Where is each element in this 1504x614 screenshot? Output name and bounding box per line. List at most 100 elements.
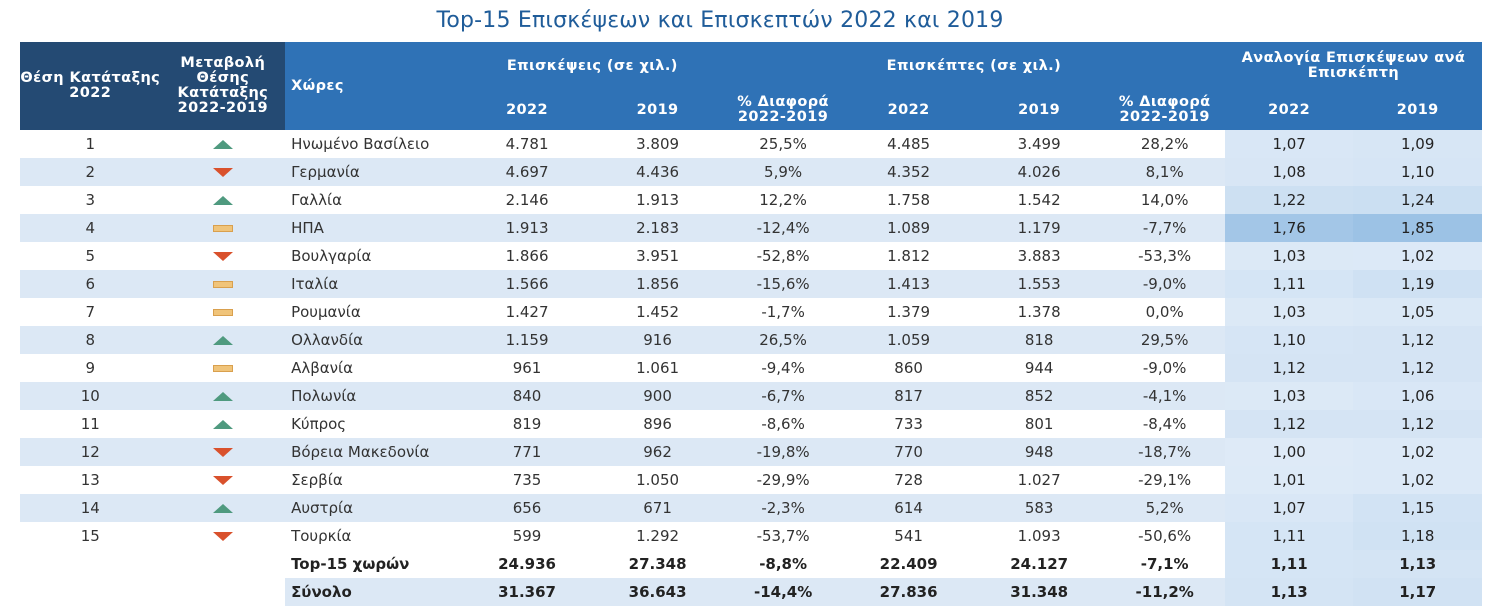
p22-cell: 1.758 bbox=[887, 191, 931, 209]
r22-cell: 1,08 bbox=[1224, 158, 1354, 186]
vpct-cell: -9,4% bbox=[761, 359, 805, 377]
r22-cell: 1,00 bbox=[1224, 438, 1354, 466]
country-cell: Σερβία bbox=[291, 471, 343, 489]
r19-cell: 1,02 bbox=[1353, 242, 1482, 270]
country-cell: Ηνωμένο Βασίλειο bbox=[291, 135, 430, 153]
rank-change-cell bbox=[161, 298, 286, 326]
table-row: 2 Γερμανία 4.697 4.436 5,9% 4.352 4.026 8,1% 1,0… bbox=[20, 158, 1482, 186]
arrow-up-icon bbox=[212, 420, 233, 429]
ppct-cell: -9,0% bbox=[1104, 270, 1225, 298]
v19-cell: 962 bbox=[592, 438, 723, 466]
p19-cell: 1.378 bbox=[1017, 303, 1061, 321]
v22-cell: 2.146 bbox=[505, 191, 549, 209]
table-row: 6 Ιταλία 1.566 1.856 -15,6% 1.413 1.553 -9,0% 1,… bbox=[20, 270, 1482, 298]
r19-cell: 1,18 bbox=[1353, 522, 1482, 550]
vpct-cell: 5,9% bbox=[722, 158, 844, 186]
rank-cell: 10 bbox=[20, 382, 161, 410]
p19-cell: 4.026 bbox=[973, 158, 1105, 186]
p22-cell: 1.812 bbox=[887, 247, 931, 265]
vpct-cell: -29,9% bbox=[756, 471, 810, 489]
v19-cell: 1.292 bbox=[636, 527, 680, 545]
rank-cell: 4 bbox=[20, 214, 161, 242]
total-label: Σύνολο bbox=[285, 578, 462, 606]
p22-cell: 541 bbox=[894, 527, 923, 545]
arrow-up-icon bbox=[212, 336, 233, 345]
p22-cell: 1.059 bbox=[843, 326, 974, 354]
r22-cell: 1,10 bbox=[1224, 326, 1354, 354]
header-country: Χώρες bbox=[285, 42, 462, 130]
table-row: 9 Αλβανία 961 1.061 -9,4% 860 944 -9,0% 1,12 1,12 bbox=[20, 354, 1482, 382]
header-visits-2022: 2022 bbox=[461, 90, 593, 130]
p19-cell: 1.542 bbox=[1017, 191, 1061, 209]
p19-cell: 1.553 bbox=[973, 270, 1105, 298]
v19-cell: 2.183 bbox=[592, 214, 723, 242]
total-r22-cell: 1,13 bbox=[1224, 578, 1354, 606]
ppct-cell: -9,0% bbox=[1142, 359, 1187, 377]
empty-cell bbox=[20, 578, 161, 606]
rank-change-cell bbox=[161, 130, 286, 158]
header-visitors-2022: 2022 bbox=[843, 90, 974, 130]
header-ratio-2019: 2019 bbox=[1353, 90, 1482, 130]
v22-cell: 735 bbox=[512, 471, 542, 489]
top15-table: Θέση Κατάταξης 2022 Μεταβολή Θέσης Κατάτ… bbox=[20, 42, 1482, 606]
ppct-cell: 0,0% bbox=[1145, 303, 1184, 321]
vpct-cell: -52,8% bbox=[756, 247, 810, 265]
country-cell: Βουλγαρία bbox=[291, 247, 372, 265]
r19-cell: 1,15 bbox=[1353, 494, 1482, 522]
total-p19-cell: 24.127 bbox=[1010, 555, 1069, 573]
rank-cell: 5 bbox=[85, 247, 96, 265]
v19-cell: 896 bbox=[643, 415, 672, 433]
vpct-cell: -6,7% bbox=[722, 382, 844, 410]
total-v19-cell: 36.643 bbox=[592, 578, 723, 606]
rank-cell: 7 bbox=[85, 303, 96, 321]
vpct-cell: -53,7% bbox=[756, 527, 810, 545]
total-p22-cell: 22.409 bbox=[879, 555, 938, 573]
v22-cell: 1.427 bbox=[505, 303, 549, 321]
empty-cell bbox=[161, 578, 286, 606]
table-row: 15 Τουρκία 599 1.292 -53,7% 541 1.093 -50,6% 1,1… bbox=[20, 522, 1482, 550]
rank-change-cell bbox=[160, 326, 286, 354]
rank-change-cell bbox=[161, 410, 286, 438]
rank-cell: 9 bbox=[85, 359, 96, 377]
p22-cell: 733 bbox=[894, 415, 923, 433]
r19-cell: 1,09 bbox=[1353, 130, 1482, 158]
header-visits-group: Επισκέψεις (σε χιλ.) bbox=[461, 42, 723, 90]
country-cell: Ολλανδία bbox=[285, 326, 462, 354]
table-row: 14 Αυστρία 656 671 -2,3% 614 583 5,2% 1,07 1,15 bbox=[20, 494, 1482, 522]
ppct-cell: -8,4% bbox=[1142, 415, 1187, 433]
arrow-up-icon bbox=[212, 140, 233, 149]
table-row: 13 Σερβία 735 1.050 -29,9% 728 1.027 -29,1% 1,01… bbox=[20, 466, 1482, 494]
vpct-cell: 12,2% bbox=[759, 191, 807, 209]
rank-change-cell bbox=[160, 214, 286, 242]
total-r19-cell: 1,17 bbox=[1353, 578, 1482, 606]
p19-cell: 583 bbox=[973, 494, 1105, 522]
vpct-cell: 26,5% bbox=[722, 326, 844, 354]
total-v22-cell: 31.367 bbox=[461, 578, 593, 606]
no-change-icon bbox=[212, 365, 233, 372]
p19-cell: 948 bbox=[973, 438, 1105, 466]
total-p19-cell: 31.348 bbox=[973, 578, 1105, 606]
ppct-cell: 5,2% bbox=[1104, 494, 1225, 522]
r19-cell: 1,12 bbox=[1353, 410, 1482, 438]
ppct-cell: -50,6% bbox=[1138, 527, 1192, 545]
p19-cell: 1.027 bbox=[1017, 471, 1061, 489]
v19-cell: 1.061 bbox=[636, 359, 680, 377]
r22-cell: 1,76 bbox=[1224, 214, 1354, 242]
rank-change-cell bbox=[160, 438, 286, 466]
p22-cell: 770 bbox=[843, 438, 974, 466]
v22-cell: 1.566 bbox=[461, 270, 593, 298]
r19-cell: 1,12 bbox=[1353, 354, 1482, 382]
rank-cell: 1 bbox=[85, 135, 96, 153]
total-ppct-cell: -7,1% bbox=[1140, 555, 1189, 573]
ppct-cell: -29,1% bbox=[1138, 471, 1192, 489]
ppct-cell: 29,5% bbox=[1104, 326, 1225, 354]
total-r19-cell: 1,13 bbox=[1353, 550, 1482, 578]
rank-cell: 13 bbox=[80, 471, 100, 489]
header-ratio-group: Αναλογία Επισκέψεων ανά Επισκέπτη bbox=[1224, 42, 1482, 90]
header-rank: Θέση Κατάταξης 2022 bbox=[20, 42, 161, 130]
r19-cell: 1,02 bbox=[1353, 438, 1482, 466]
vpct-cell: 25,5% bbox=[759, 135, 807, 153]
country-cell: Ρουμανία bbox=[291, 303, 361, 321]
v19-cell: 916 bbox=[592, 326, 723, 354]
rank-change-cell bbox=[161, 522, 286, 550]
